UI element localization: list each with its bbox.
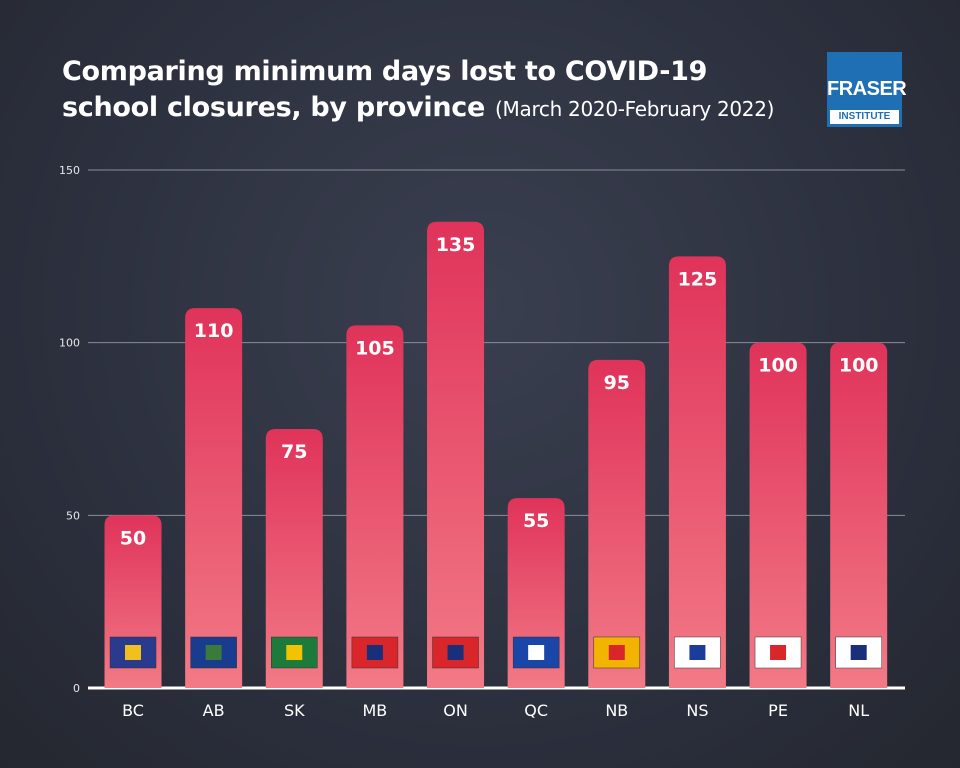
y-tick-label: 150 — [59, 164, 80, 177]
value-label: 95 — [604, 372, 630, 394]
flag-detail — [850, 645, 867, 660]
x-tick-label: ON — [443, 701, 468, 720]
chart-title-line: school closures, by province (March 2020-… — [62, 92, 774, 123]
x-tick-label: AB — [203, 701, 225, 720]
value-label: 110 — [194, 320, 234, 342]
x-tick-label: PE — [768, 701, 788, 720]
y-tick-label: 0 — [73, 682, 80, 695]
flag-detail — [366, 645, 383, 660]
bar — [427, 221, 485, 689]
chart-title: Comparing minimum days lost to COVID-19 — [62, 56, 708, 87]
logo: FRASER INSTITUTE — [827, 52, 907, 127]
flag-detail — [689, 645, 706, 660]
flag-detail — [608, 645, 625, 660]
y-tick-label: 100 — [59, 337, 80, 350]
bar — [185, 308, 243, 688]
bar — [668, 256, 726, 688]
value-label: 105 — [355, 337, 395, 359]
x-tick-label: NL — [848, 701, 869, 720]
value-label: 135 — [436, 234, 476, 256]
x-tick-label: NB — [605, 701, 628, 720]
x-tick-label: QC — [524, 701, 548, 720]
bar — [588, 359, 646, 688]
x-tick-label: NS — [686, 701, 708, 720]
chart-title: school closures, by province — [62, 92, 486, 123]
y-tick-label: 50 — [66, 509, 80, 522]
flag-detail — [205, 645, 222, 660]
flag-detail — [286, 645, 303, 660]
bar — [265, 429, 323, 688]
x-tick-label: SK — [284, 701, 305, 720]
value-label: 125 — [678, 268, 718, 290]
x-tick-label: MB — [363, 701, 388, 720]
value-label: 75 — [281, 441, 307, 463]
bar — [830, 342, 888, 688]
chart-subtitle: (March 2020-February 2022) — [495, 97, 775, 121]
flag-detail — [125, 645, 142, 660]
bar — [749, 342, 807, 688]
value-label: 55 — [523, 510, 549, 532]
value-label: 100 — [839, 355, 879, 377]
flag-detail — [528, 645, 545, 660]
flag-detail — [447, 645, 464, 660]
logo-text: FRASER — [827, 78, 907, 100]
flag-detail — [770, 645, 787, 660]
x-tick-label: BC — [122, 701, 144, 720]
logo-text: INSTITUTE — [830, 110, 899, 124]
value-label: 100 — [758, 355, 798, 377]
bar — [346, 325, 404, 688]
value-label: 50 — [120, 527, 146, 549]
